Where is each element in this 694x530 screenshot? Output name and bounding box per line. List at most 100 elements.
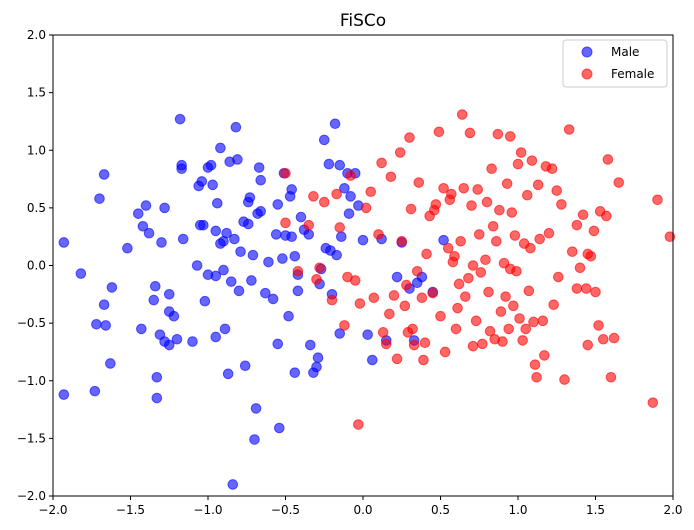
point-female-35 — [408, 339, 420, 351]
point-male-15 — [143, 227, 155, 239]
point-female-104 — [537, 315, 549, 327]
point-female-111 — [559, 374, 570, 385]
point-male-44 — [207, 179, 218, 191]
point-male-49 — [215, 142, 226, 154]
point-female-137 — [504, 263, 516, 275]
point-female-23 — [380, 338, 392, 350]
chart-title: FiSCo — [340, 11, 386, 31]
point-female-108 — [548, 299, 559, 310]
point-female-10 — [334, 222, 346, 233]
point-female-106 — [543, 227, 555, 239]
y-tick-label: 1.5 — [27, 86, 46, 100]
point-male-72 — [250, 403, 262, 414]
point-female-89 — [512, 158, 524, 170]
point-female-33 — [405, 203, 417, 215]
point-male-79 — [267, 293, 279, 305]
point-male-29 — [171, 333, 183, 345]
point-female-61 — [466, 200, 477, 211]
y-tick-label: −1.5 — [17, 431, 46, 445]
point-female-124 — [597, 333, 609, 345]
point-male-16 — [136, 323, 147, 335]
point-female-18 — [365, 186, 377, 198]
point-male-43 — [205, 159, 217, 171]
point-female-62 — [467, 260, 479, 271]
point-female-66 — [475, 267, 487, 278]
point-female-136 — [539, 350, 550, 361]
point-female-3 — [303, 219, 315, 231]
point-female-126 — [605, 371, 617, 383]
point-male-83 — [274, 422, 285, 434]
point-female-14 — [349, 275, 361, 286]
point-female-73 — [487, 221, 499, 232]
point-female-24 — [384, 308, 395, 320]
point-female-78 — [495, 306, 507, 317]
point-female-85 — [506, 207, 518, 218]
point-male-0 — [58, 237, 70, 248]
point-male-23 — [159, 202, 170, 214]
point-male-6 — [91, 318, 102, 330]
point-female-30 — [399, 300, 411, 312]
point-male-19 — [151, 392, 163, 404]
point-female-55 — [455, 236, 466, 247]
point-male-18 — [151, 371, 163, 383]
legend-marker-male — [581, 46, 593, 58]
point-female-28 — [394, 147, 406, 158]
point-female-54 — [453, 278, 465, 290]
point-male-47 — [210, 331, 222, 343]
point-female-50 — [446, 188, 457, 200]
point-female-19 — [368, 292, 380, 304]
point-male-28 — [163, 339, 175, 351]
point-male-81 — [272, 199, 284, 210]
y-tick-label: 0.5 — [27, 201, 46, 215]
point-female-69 — [481, 196, 493, 208]
point-male-30 — [174, 113, 186, 125]
point-female-5 — [311, 274, 322, 285]
point-male-66 — [243, 218, 254, 230]
point-male-51 — [218, 264, 229, 276]
point-male-82 — [272, 338, 284, 350]
point-male-35 — [191, 260, 203, 271]
point-female-20 — [373, 229, 384, 240]
point-female-32 — [404, 132, 415, 143]
point-male-87 — [283, 310, 294, 322]
point-female-140 — [429, 204, 440, 216]
point-female-37 — [413, 177, 425, 188]
point-female-121 — [590, 286, 601, 298]
point-male-70 — [247, 249, 259, 261]
y-axis: −2.0 −1.5 −1.0 −0.5 0.0 0.5 1.0 1.5 2.0 — [17, 28, 53, 503]
point-male-11 — [122, 242, 133, 254]
point-male-26 — [168, 310, 180, 322]
point-female-138 — [467, 340, 479, 352]
point-female-21 — [376, 157, 387, 169]
point-male-60 — [230, 121, 242, 133]
point-male-98 — [305, 339, 316, 351]
point-male-114 — [343, 208, 355, 219]
point-female-128 — [613, 177, 625, 188]
point-female-16 — [354, 298, 366, 309]
point-female-60 — [464, 127, 476, 139]
point-male-65 — [239, 360, 251, 372]
x-tick-label: 1.5 — [586, 503, 605, 517]
point-male-100 — [311, 361, 322, 373]
x-tick-label: 1.0 — [508, 503, 527, 517]
point-female-6 — [314, 262, 325, 274]
point-female-15 — [353, 419, 364, 430]
point-female-130 — [652, 194, 663, 206]
point-female-77 — [494, 204, 505, 216]
y-tick-label: 0.0 — [27, 259, 46, 273]
point-female-139 — [447, 256, 459, 268]
point-female-7 — [318, 196, 330, 208]
point-female-129 — [647, 397, 659, 408]
point-male-97 — [303, 229, 315, 240]
point-female-48 — [442, 242, 454, 254]
point-male-12 — [132, 208, 144, 219]
point-female-115 — [574, 262, 586, 274]
point-male-1 — [75, 268, 87, 279]
point-male-13 — [137, 221, 149, 232]
point-male-40 — [199, 295, 211, 307]
point-male-131 — [325, 245, 336, 256]
point-female-25 — [385, 171, 397, 183]
y-tick-label: −2.0 — [17, 489, 46, 503]
point-male-45 — [210, 225, 222, 237]
